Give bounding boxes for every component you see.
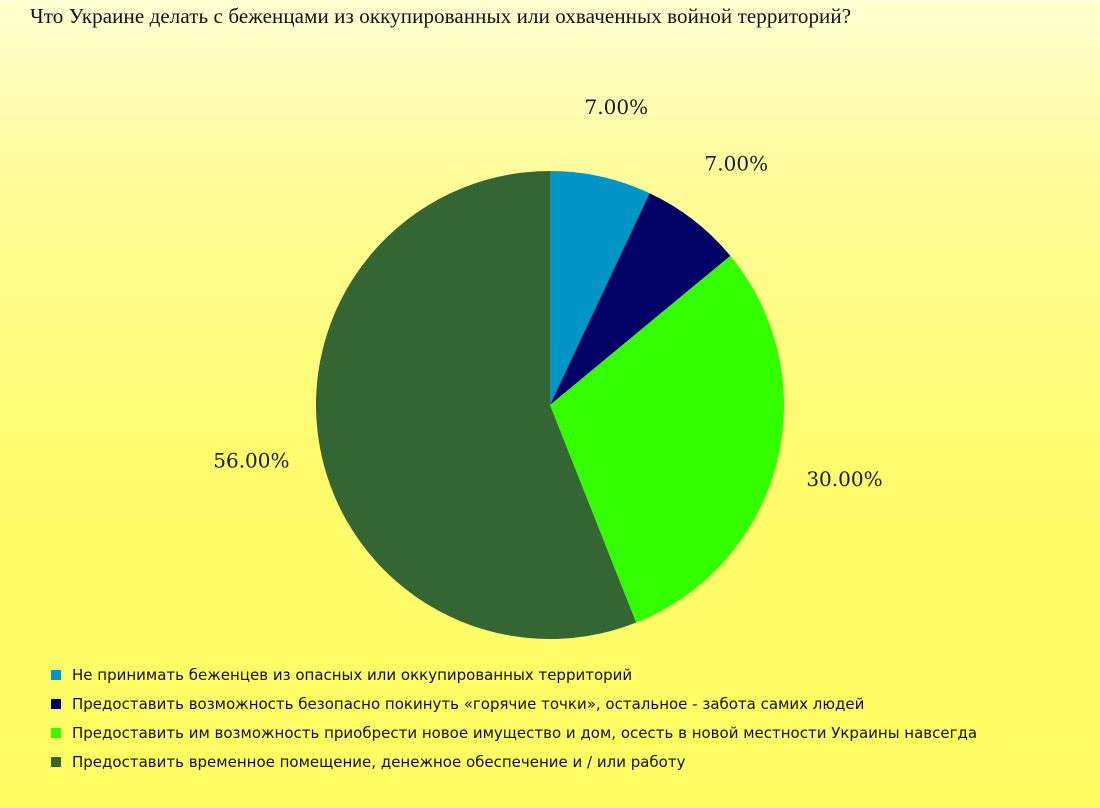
slice-settle [550, 255, 785, 623]
slice-percent-label: 7.00% [585, 95, 649, 119]
slice-percent-label: 30.00% [806, 467, 882, 491]
slice-reject [550, 171, 650, 405]
slice-percent-label: 7.00% [705, 151, 769, 175]
slice-percent-label: 56.00% [213, 448, 289, 472]
legend: Не принимать беженцев из опасных или окк… [51, 660, 977, 776]
legend-item: Предоставить временное помещение, денежн… [51, 747, 977, 776]
legend-item: Не принимать беженцев из опасных или окк… [51, 660, 977, 689]
legend-swatch [51, 698, 61, 709]
legend-label: Предоставить возможность безопасно покин… [72, 694, 865, 713]
legend-swatch [51, 669, 61, 680]
slice-leave [550, 193, 731, 405]
chart-title: Что Украине делать с беженцами из оккупи… [30, 4, 852, 28]
legend-swatch [51, 727, 61, 738]
legend-label: Не принимать беженцев из опасных или окк… [72, 665, 633, 684]
slice-temporary [316, 170, 637, 639]
legend-swatch [51, 756, 61, 767]
legend-label: Предоставить им возможность приобрести н… [72, 723, 978, 742]
legend-item: Предоставить возможность безопасно покин… [51, 689, 977, 718]
legend-label: Предоставить временное помещение, денежн… [72, 752, 686, 771]
legend-item: Предоставить им возможность приобрести н… [51, 718, 977, 747]
